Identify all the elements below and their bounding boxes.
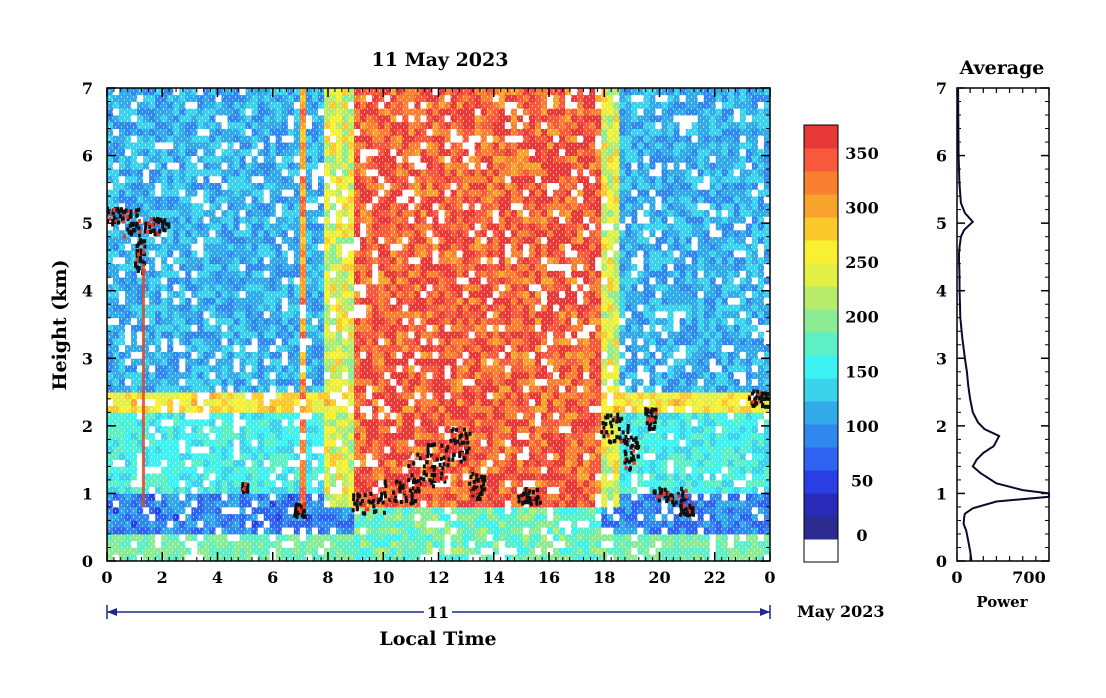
colorbar-swatch (804, 309, 838, 333)
colorbar-tick-label: 200 (845, 308, 878, 327)
colorbar-tick-label: 350 (845, 144, 878, 163)
x-tick-label: 10 (372, 568, 394, 587)
average-profile-panel: Average 0 1 2 3 4 5 6 7 0 700 Power (936, 57, 1050, 611)
average-y-tick-label: 6 (936, 147, 947, 166)
chart-title: 11 May 2023 (372, 49, 509, 71)
average-title: Average (959, 57, 1045, 79)
date-range-bar: 11 (106, 603, 771, 622)
x-axis: 0 2 4 6 8 10 12 14 16 18 20 22 0 (101, 88, 776, 587)
x-tick-label: 12 (427, 568, 449, 587)
colorbar-frame (803, 124, 839, 563)
x-axis-label: Local Time (379, 628, 496, 650)
colorbar-swatch (804, 263, 838, 287)
colorbar-swatch (804, 148, 838, 172)
average-y-tick-label: 1 (936, 484, 947, 503)
average-axes: 0 1 2 3 4 5 6 7 0 700 (936, 79, 1050, 587)
colorbar-tick-label: 150 (845, 362, 878, 381)
colorbar-swatch (804, 493, 838, 517)
colorbar-tick-label: 0 (856, 526, 867, 545)
colorbar-swatch (804, 378, 838, 402)
colorbar-swatch (804, 470, 838, 494)
colorbar-swatch (804, 286, 838, 310)
y-tick-label: 3 (82, 349, 93, 368)
average-y-tick-label: 0 (936, 552, 947, 571)
average-y-tick-label: 3 (936, 349, 947, 368)
average-x-label: Power (976, 593, 1028, 611)
colorbar-swatch (804, 171, 838, 195)
colorbar-swatch (804, 447, 838, 471)
y-axis-label: Height (km) (49, 260, 71, 391)
colorbar: 0 50 100 150 200 250 300 350 (803, 124, 879, 563)
x-tick-label: 4 (212, 568, 223, 587)
colorbar-swatch (804, 424, 838, 448)
colorbar-swatch (804, 539, 838, 563)
colorbar-swatch (804, 125, 838, 149)
colorbar-swatch (804, 217, 838, 241)
colorbar-tick-label: 100 (845, 417, 878, 436)
y-tick-label: 2 (82, 417, 93, 436)
colorbar-swatch (804, 240, 838, 264)
x-tick-label: 16 (538, 568, 560, 587)
x-tick-label: 2 (157, 568, 168, 587)
x-tick-label: 14 (483, 568, 505, 587)
x-tick-label: 18 (593, 568, 615, 587)
y-tick-label: 5 (82, 214, 93, 233)
x-tick-label: 0 (101, 568, 112, 587)
heatmap-field (107, 88, 770, 561)
y-tick-label: 0 (82, 552, 93, 571)
colorbar-tick-label: 300 (845, 199, 878, 218)
y-tick-label: 6 (82, 147, 93, 166)
y-tick-label: 7 (82, 79, 93, 98)
colorbar-tick-label: 50 (851, 471, 873, 490)
average-y-tick-label: 4 (936, 282, 947, 301)
x-tick-label: 6 (267, 568, 278, 587)
average-y-tick-label: 7 (936, 79, 947, 98)
average-power-line (957, 87, 1050, 562)
y-tick-label: 4 (82, 282, 93, 301)
x-tick-label: 0 (764, 568, 775, 587)
colorbar-swatch (804, 355, 838, 379)
colorbar-swatch (804, 194, 838, 218)
x-tick-label: 22 (704, 568, 726, 587)
date-label: 11 (427, 603, 449, 622)
colorbar-swatch (804, 516, 838, 540)
x-tick-label: 8 (322, 568, 333, 587)
colorbar-swatch (804, 401, 838, 425)
colorbar-swatch (804, 332, 838, 356)
colorbar-tick-label: 250 (845, 253, 878, 272)
x-tick-label: 20 (648, 568, 670, 587)
y-tick-label: 1 (82, 484, 93, 503)
average-x-tick-label: 0 (951, 568, 962, 587)
average-frame (956, 87, 1050, 562)
y-axis: 0 1 2 3 4 5 6 7 (82, 79, 770, 571)
average-y-tick-label: 5 (936, 214, 947, 233)
heatmap-panel: 11 May 2023 0 2 4 6 8 10 12 14 16 18 20 22 0 0123456… (49, 49, 884, 650)
average-x-tick-label: 700 (1012, 568, 1045, 587)
month-label: May 2023 (797, 602, 884, 621)
average-y-tick-label: 2 (936, 417, 947, 436)
